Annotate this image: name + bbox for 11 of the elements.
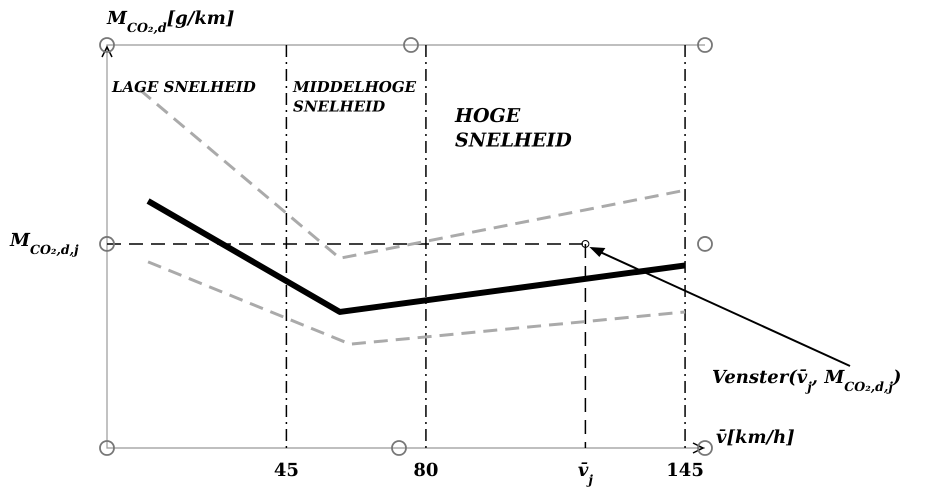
x-tick-label: 145 xyxy=(666,460,704,481)
annotation: LAGE SNELHEID xyxy=(111,78,256,96)
text: Venster(v̄$_{j}$, M$_{CO₂,d,j}$) xyxy=(712,367,902,394)
ref-line-label: M$_{CO₂,d,j}$ xyxy=(9,230,80,256)
annotation: MIDDELHOGE SNELHEID xyxy=(292,78,417,116)
x-tick-label: 80 xyxy=(413,460,438,481)
x-tick-label: v̄$_{j}$ xyxy=(578,460,594,486)
annotation: HOGE SNELHEID xyxy=(454,105,572,152)
y-axis-title: M$_{CO₂,d}$[g/km] xyxy=(106,8,234,34)
x-axis-title: v̄[km/h] xyxy=(716,427,795,448)
x-tick-label: 45 xyxy=(274,460,299,481)
